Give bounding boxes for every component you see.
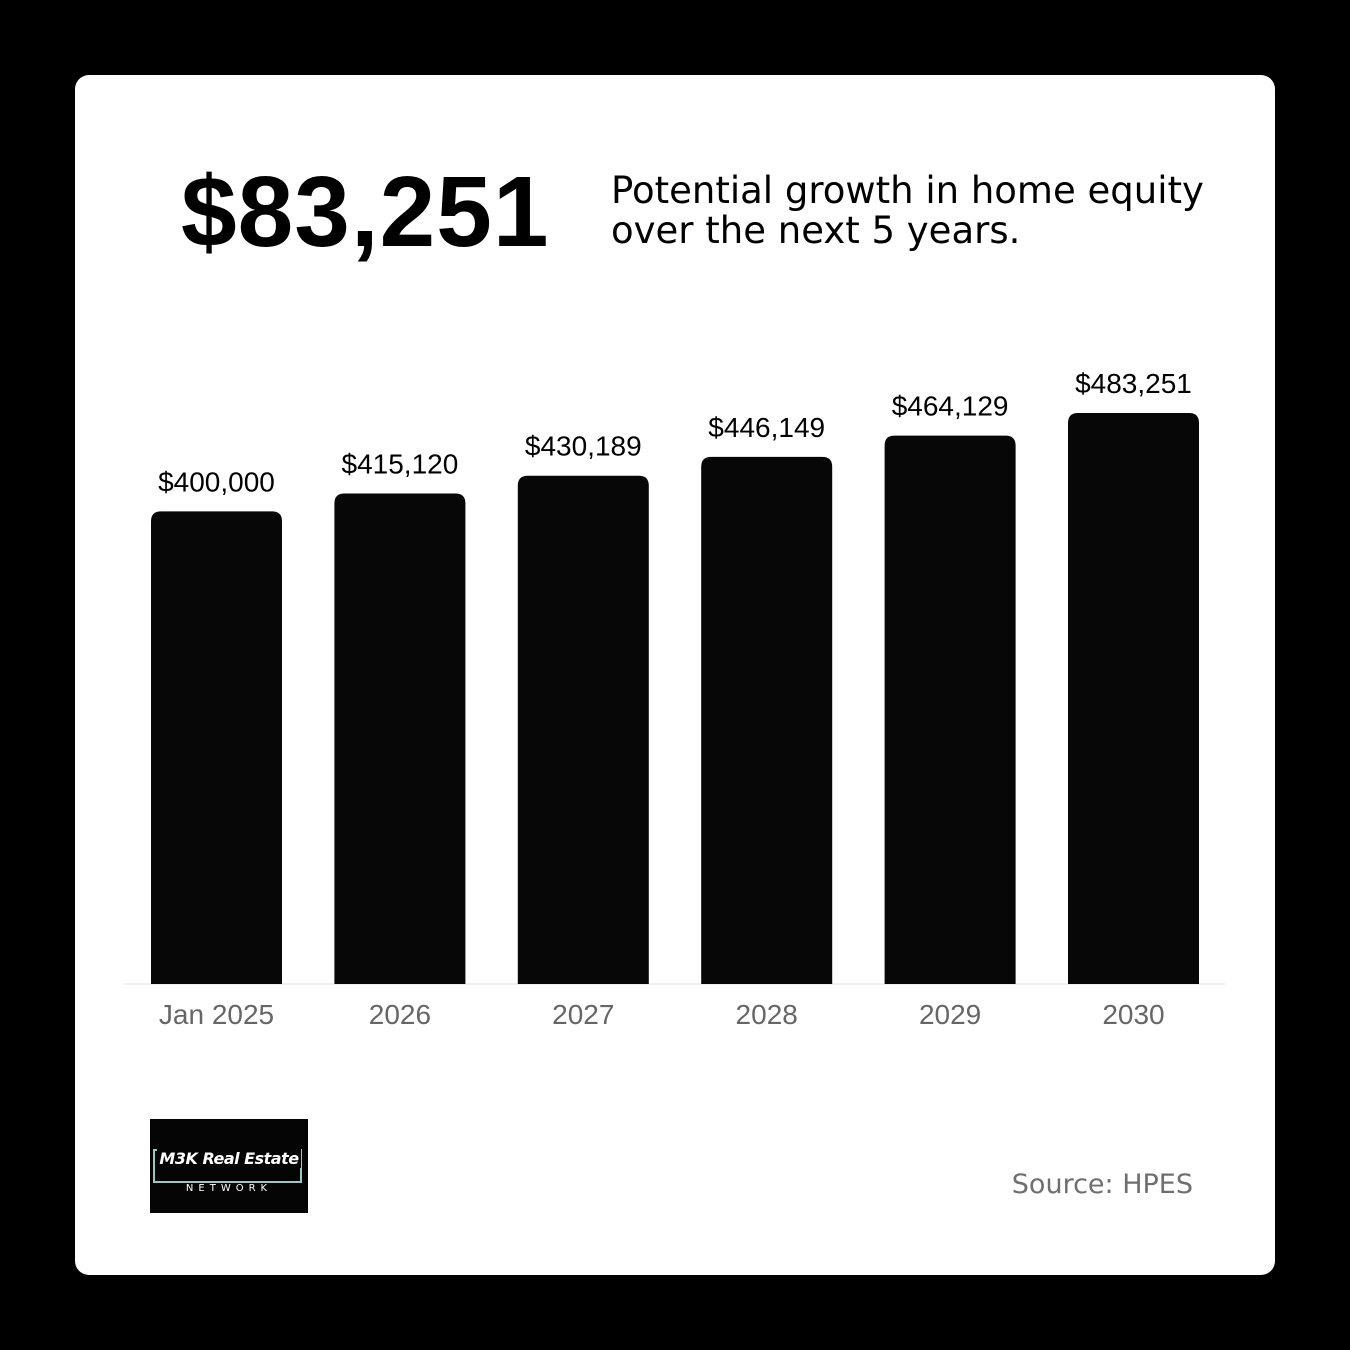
value-label: $430,189 [525,431,642,462]
m3k-logo: M3K Real Estate NETWORK [150,1119,308,1213]
value-label: $464,129 [892,391,1009,422]
value-label: $483,251 [1075,368,1192,399]
bar-jan-2025 [151,511,282,984]
x-tick-label: 2028 [736,999,798,1030]
x-tick-label: 2030 [1102,999,1164,1030]
bar-2028 [701,456,833,984]
infographic-card: $83,251 Potential growth in home equity … [75,75,1275,1275]
x-tick-label: 2029 [919,999,981,1030]
bar-2026 [334,493,466,984]
x-tick-label: 2027 [552,999,614,1030]
bar-2030 [1068,413,1199,984]
value-label: $400,000 [158,466,275,497]
x-labels-group: Jan 2025 2026 2027 2028 2029 2030 [159,999,1165,1030]
logo-title: M3K Real Estate [150,1149,308,1168]
x-tick-label: Jan 2025 [159,999,274,1030]
source-note: Source: HPES [1011,1169,1193,1200]
value-label: $415,120 [342,449,459,480]
value-label: $446,149 [708,412,825,443]
headline-amount: $83,251 [181,156,550,268]
bar-2029 [884,435,1016,984]
logo-subtitle: NETWORK [185,1183,273,1194]
value-labels-group: $400,000 $415,120 $430,189 $446,149 $464,129… [158,368,1192,497]
x-tick-label: 2026 [369,999,431,1030]
bar-chart: $400,000 $415,120 $430,189 $446,149 $464,129… [123,368,1225,1030]
bar-2027 [517,475,649,984]
bars-group [151,413,1199,984]
logo-title-text: M3K Real Estate [157,1149,301,1168]
headline-description: Potential growth in home equity over the… [611,169,1204,252]
